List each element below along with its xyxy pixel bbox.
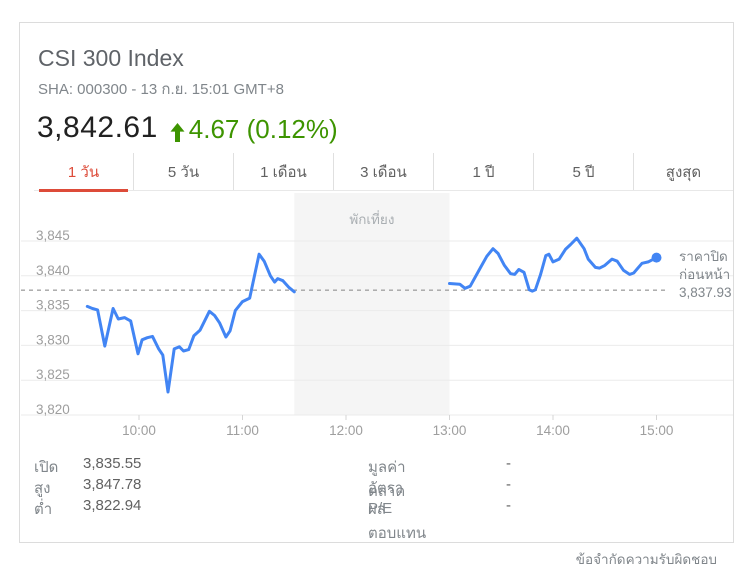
lunch-break-label: พักเที่ยง [349,210,394,227]
x-axis-label: 13:00 [433,423,467,438]
stat-label: เปิด [34,459,59,476]
up-arrow-icon [170,123,185,142]
last-price-dot [651,252,662,263]
tab-1-month[interactable]: 1 เดือน [234,153,334,190]
stat-value: 3,822.94 [83,497,142,514]
x-axis-label: 14:00 [536,423,570,438]
tab-1-year[interactable]: 1 ปี [434,153,534,190]
tab-1-day[interactable]: 1 วัน [34,153,134,192]
previous-close-label: 3,837.93 [679,285,732,300]
range-tabs: 1 วัน 5 วัน 1 เดือน 3 เดือน 1 ปี 5 ปี สู… [34,153,733,192]
price-row: 3,842.61 4.67 (0.12%) [37,111,338,145]
previous-close-label: ราคาปิด [679,249,728,264]
stat-value: - [506,476,511,493]
ticker-subtitle: SHA: 000300 - 13 ก.ย. 15:01 GMT+8 [38,81,284,98]
y-axis-label: 3,820 [36,402,70,417]
x-axis-label: 11:00 [226,423,259,438]
disclaimer-link[interactable]: ข้อจำกัดความรับผิดชอบ [575,552,717,567]
price-line-afternoon-session [448,236,658,293]
stat-label: ต่ำ [34,501,53,518]
price-chart[interactable]: พักเที่ยง 3,820 3,825 3,830 3,835 3,840 3,845 1… [20,191,735,447]
previous-close-label: ก่อนหน้า [679,267,730,282]
x-axis-label: 15:00 [640,423,674,438]
y-axis-label: 3,835 [36,298,70,313]
x-axis-label: 10:00 [122,423,156,438]
y-axis-label: 3,830 [36,332,70,347]
stat-label: มูลค่าตลาด [368,459,406,500]
stat-label: ผลตอบแทน [368,501,427,542]
stat-label: สูง [34,480,51,497]
y-axis-label: 3,825 [36,367,70,382]
tab-3-month[interactable]: 3 เดือน [334,153,434,190]
tab-5-year[interactable]: 5 ปี [534,153,634,190]
stat-value: 3,835.55 [83,455,142,472]
last-price: 3,842.61 [37,111,158,144]
tab-5-day[interactable]: 5 วัน [134,153,234,190]
x-axis-label: 12:00 [329,423,363,438]
stat-value: - [506,497,511,514]
stat-label: อัตรา P/E [368,480,404,517]
stat-value: - [506,455,511,472]
y-axis-label: 3,840 [36,263,70,278]
page-title: CSI 300 Index [38,45,184,71]
quote-card: CSI 300 Index SHA: 000300 - 13 ก.ย. 15:0… [19,22,734,543]
price-change: 4.67 (0.12%) [188,114,338,144]
stat-value: 3,847.78 [83,476,142,493]
price-line-morning-session [85,252,296,394]
tab-max[interactable]: สูงสุด [665,163,702,181]
y-axis-label: 3,845 [36,228,70,243]
lunch-break-region [294,193,450,415]
